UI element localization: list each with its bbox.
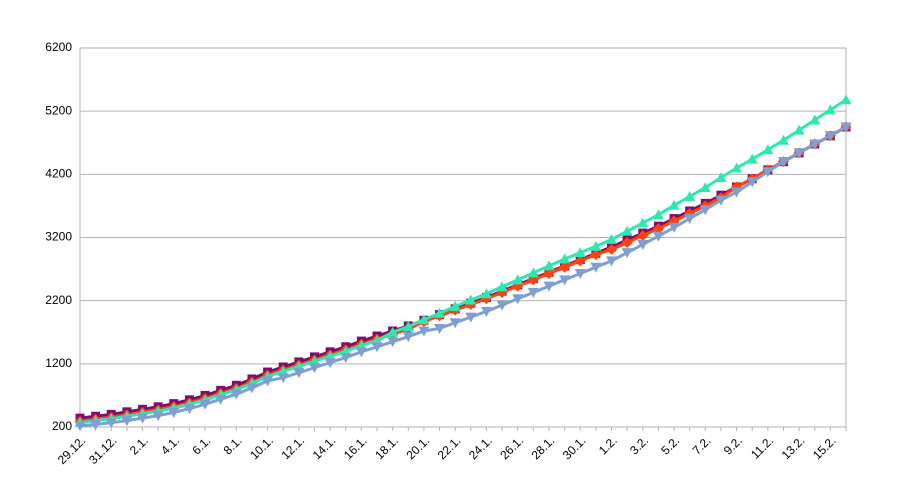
point-marker [793, 148, 805, 159]
point-marker [355, 347, 367, 358]
point-marker [606, 256, 618, 267]
y-tick-label: 4200 [45, 167, 72, 181]
point-marker [308, 363, 320, 374]
point-marker [606, 233, 618, 244]
point-marker [402, 321, 414, 332]
point-marker [105, 418, 117, 429]
point-marker [262, 376, 274, 387]
point-marker [480, 306, 492, 317]
point-marker [512, 274, 524, 285]
point-marker [449, 300, 461, 311]
y-tick-label: 5200 [45, 103, 72, 117]
point-marker [777, 134, 789, 145]
point-marker [746, 177, 758, 188]
point-marker [543, 260, 555, 271]
point-marker [684, 214, 696, 225]
point-marker [496, 300, 508, 311]
point-marker [496, 281, 508, 292]
point-marker [465, 294, 477, 305]
point-marker [543, 281, 555, 292]
point-marker [824, 104, 836, 115]
point-marker [402, 332, 414, 343]
y-tick-label: 3200 [45, 230, 72, 244]
point-marker [74, 421, 86, 432]
point-marker [340, 353, 352, 364]
point-marker [543, 268, 555, 280]
point-marker [215, 394, 227, 405]
point-marker [574, 269, 586, 280]
point-marker [621, 248, 633, 259]
point-marker [559, 261, 571, 273]
point-marker [637, 230, 649, 242]
point-marker [387, 337, 399, 348]
point-marker [137, 413, 149, 424]
y-tick-label: 1200 [45, 356, 72, 370]
point-marker [668, 222, 680, 233]
point-marker [840, 94, 852, 105]
point-marker [90, 419, 102, 430]
point-marker [824, 131, 836, 142]
point-marker [652, 223, 664, 235]
point-marker [574, 255, 586, 267]
y-tick-label: 2200 [45, 293, 72, 307]
point-marker [121, 416, 133, 427]
point-marker [418, 326, 430, 337]
point-marker [621, 225, 633, 236]
point-marker [434, 307, 446, 318]
point-marker [699, 182, 711, 193]
point-marker [449, 318, 461, 329]
point-marker [715, 171, 727, 182]
point-marker [152, 411, 164, 422]
point-marker [590, 262, 602, 273]
point-marker [371, 342, 383, 353]
point-marker [480, 288, 492, 299]
point-marker [590, 249, 602, 261]
point-marker [527, 287, 539, 298]
point-marker [777, 157, 789, 168]
point-marker [731, 162, 743, 173]
point-marker [684, 190, 696, 201]
point-marker [199, 399, 211, 410]
point-marker [762, 167, 774, 178]
point-marker [793, 124, 805, 135]
point-marker [637, 239, 649, 250]
point-marker [183, 404, 195, 415]
point-marker [246, 383, 258, 394]
point-marker [652, 231, 664, 242]
point-marker [527, 267, 539, 278]
point-marker [652, 209, 664, 220]
point-marker [387, 326, 399, 337]
y-tick-label: 6200 [45, 40, 72, 54]
point-marker [840, 122, 852, 133]
point-marker [434, 323, 446, 334]
point-marker [606, 244, 618, 256]
point-marker [418, 314, 430, 325]
point-marker [293, 368, 305, 379]
point-marker [746, 153, 758, 164]
point-marker [809, 139, 821, 150]
point-marker [230, 389, 242, 400]
point-marker [559, 275, 571, 286]
point-marker [762, 144, 774, 155]
point-marker [699, 205, 711, 216]
point-marker [559, 253, 571, 264]
point-marker [277, 373, 289, 384]
point-marker [621, 237, 633, 249]
point-marker [512, 294, 524, 305]
y-tick-label: 200 [52, 419, 72, 433]
point-marker [637, 217, 649, 228]
point-marker [574, 247, 586, 258]
point-marker [731, 187, 743, 198]
point-marker [668, 199, 680, 210]
plot-frame [79, 47, 847, 428]
point-marker [324, 358, 336, 369]
point-marker [590, 240, 602, 251]
point-marker [168, 407, 180, 418]
point-marker [809, 114, 821, 125]
point-marker [715, 195, 727, 206]
point-marker [465, 312, 477, 323]
